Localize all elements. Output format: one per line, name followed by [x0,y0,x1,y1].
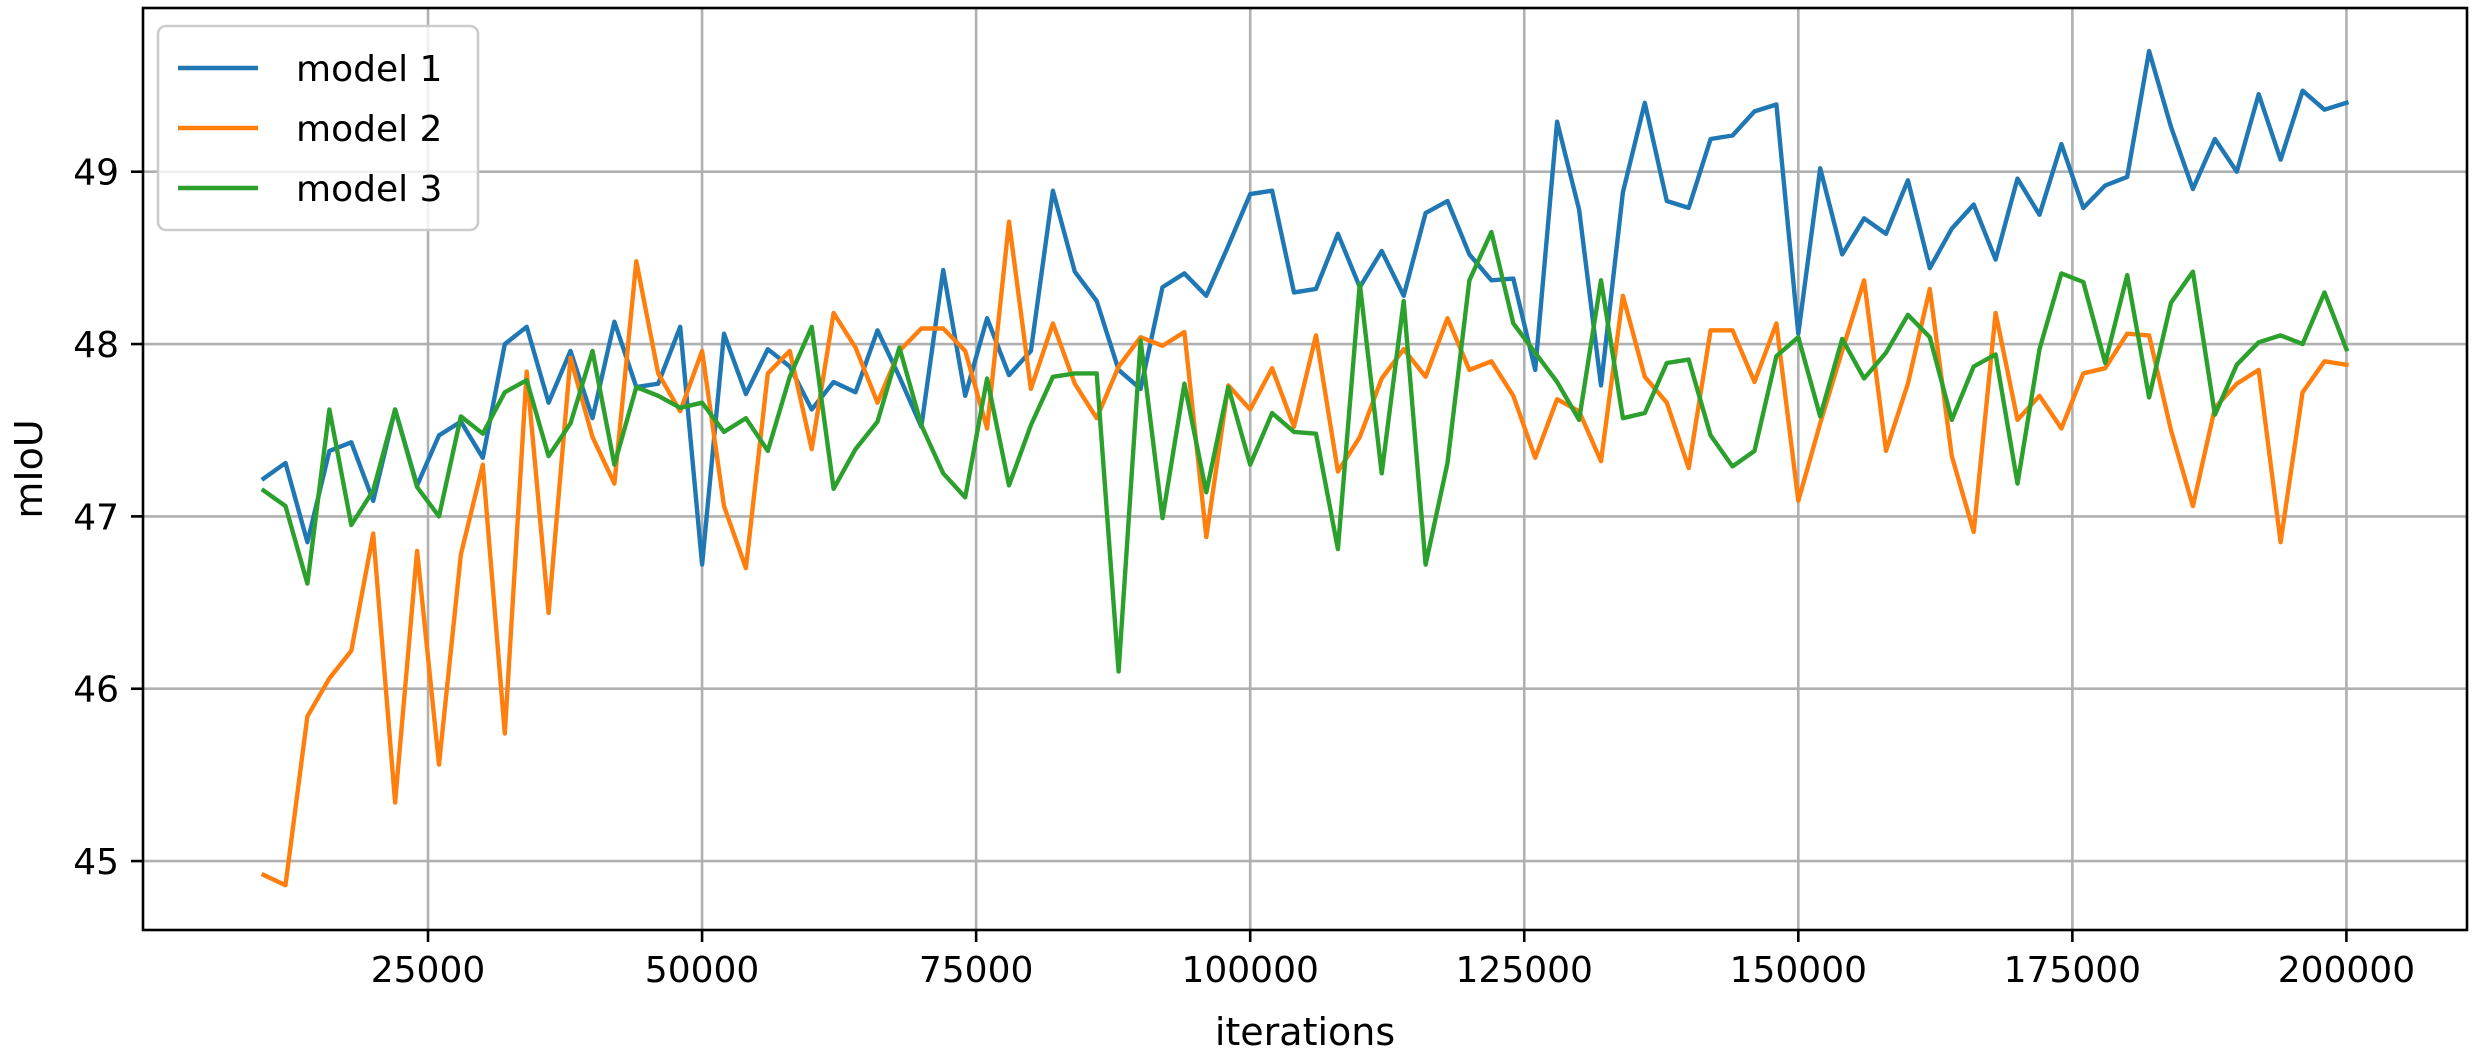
series-line-model-1 [260,48,2350,567]
x-tick-label: 100000 [1181,950,1318,991]
legend-label-model-3: model 3 [296,169,442,210]
x-tick-label: 150000 [1730,950,1867,991]
y-tick-label: 46 [73,670,119,711]
x-tick-label: 25000 [371,950,486,991]
grid [143,8,2467,930]
series-lines [260,48,2350,888]
x-tick-label: 125000 [1456,950,1593,991]
y-tick-label: 47 [73,497,119,538]
y-axis-label: mIoU [7,419,51,518]
x-tick-label: 50000 [645,950,760,991]
series-line-model-2 [260,219,2349,888]
legend: model 1 model 2 model 3 [156,24,480,232]
plot-area-frame [141,6,2469,932]
x-tick-label: 200000 [2278,950,2415,991]
axis-ticks: 25000 50000 75000 100000 125000 150000 175000 2… [73,153,2415,991]
legend-label-model-2: model 2 [296,109,442,150]
series-line-model-3 [260,229,2350,674]
y-tick-label: 49 [73,153,119,194]
y-tick-label: 48 [73,325,119,366]
legend-frame [156,24,480,232]
x-axis-label: iterations [1215,1010,1395,1054]
legend-label-model-1: model 1 [296,49,442,90]
x-tick-label: 175000 [2004,950,2141,991]
x-tick-label: 75000 [919,950,1034,991]
y-tick-label: 45 [73,842,119,883]
